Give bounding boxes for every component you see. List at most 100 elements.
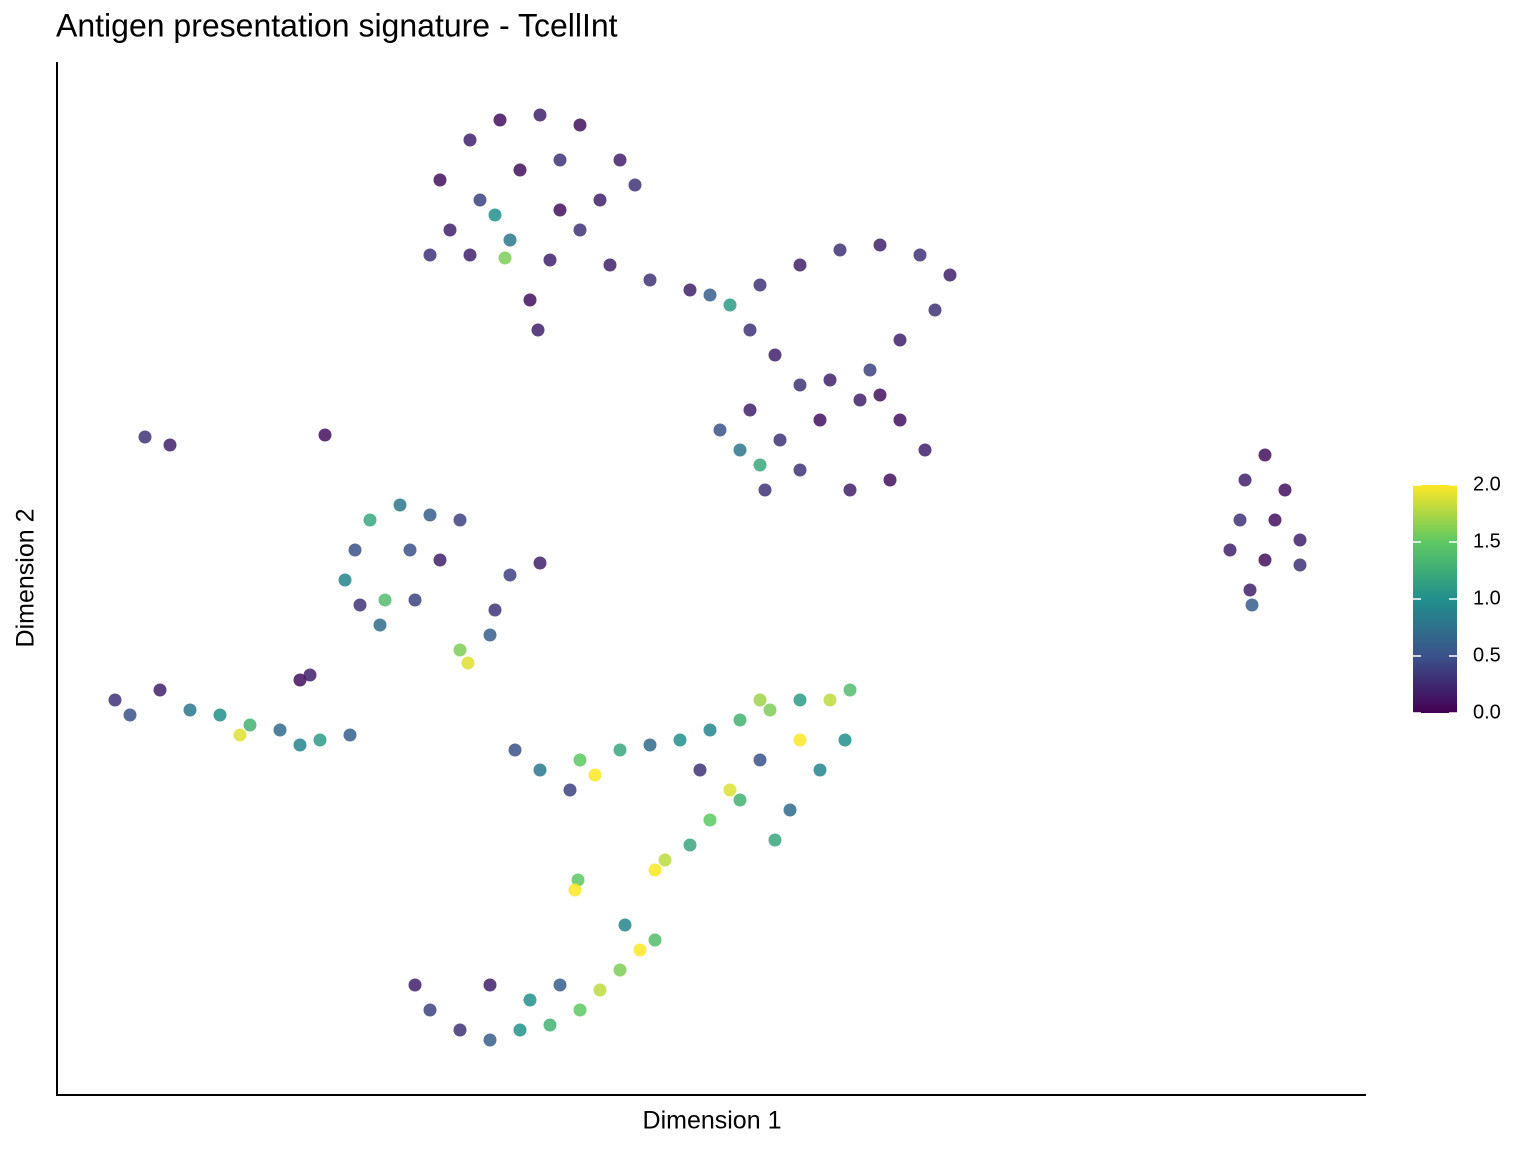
point — [813, 413, 827, 427]
point — [893, 413, 907, 427]
point — [1293, 558, 1307, 572]
point — [153, 683, 167, 697]
point — [498, 251, 512, 265]
point — [723, 783, 737, 797]
point — [593, 983, 607, 997]
point — [643, 738, 657, 752]
point — [768, 833, 782, 847]
point — [763, 703, 777, 717]
point — [433, 553, 447, 567]
point — [273, 723, 287, 737]
point — [793, 463, 807, 477]
point — [673, 733, 687, 747]
point — [863, 363, 877, 377]
point — [843, 483, 857, 497]
point — [703, 813, 717, 827]
point — [461, 656, 475, 670]
point — [293, 738, 307, 752]
point — [543, 1018, 557, 1032]
point — [343, 728, 357, 742]
point — [363, 513, 377, 527]
point — [733, 793, 747, 807]
point — [503, 233, 517, 247]
colorbar-label: 0.5 — [1473, 644, 1501, 666]
point — [503, 568, 517, 582]
point — [928, 303, 942, 317]
point — [453, 513, 467, 527]
point — [643, 273, 657, 287]
point — [1268, 513, 1282, 527]
point — [423, 248, 437, 262]
point — [523, 993, 537, 1007]
point — [893, 333, 907, 347]
point — [883, 473, 897, 487]
point — [753, 753, 767, 767]
point — [313, 733, 327, 747]
point — [318, 428, 332, 442]
point — [783, 803, 797, 817]
point — [338, 573, 352, 587]
point — [683, 283, 697, 297]
point — [443, 223, 457, 237]
point — [793, 378, 807, 392]
point — [823, 373, 837, 387]
point — [613, 963, 627, 977]
point — [613, 153, 627, 167]
point — [683, 838, 697, 852]
point — [408, 593, 422, 607]
point — [533, 556, 547, 570]
point — [303, 668, 317, 682]
point — [658, 853, 672, 867]
point — [453, 643, 467, 657]
point — [108, 693, 122, 707]
point — [703, 288, 717, 302]
point — [553, 203, 567, 217]
points — [108, 108, 1307, 1047]
point — [843, 683, 857, 697]
point — [408, 978, 422, 992]
point — [628, 178, 642, 192]
point — [483, 1033, 497, 1047]
point — [483, 628, 497, 642]
point — [573, 223, 587, 237]
point — [463, 133, 477, 147]
point — [123, 708, 137, 722]
point — [533, 108, 547, 122]
point — [553, 153, 567, 167]
point — [793, 258, 807, 272]
point — [543, 253, 557, 267]
point — [513, 1023, 527, 1037]
point — [571, 873, 585, 887]
colorbar-label: 0.0 — [1473, 701, 1501, 723]
point — [293, 673, 307, 687]
point — [838, 733, 852, 747]
point — [703, 723, 717, 737]
point — [593, 193, 607, 207]
point — [453, 1023, 467, 1037]
point — [768, 348, 782, 362]
point — [531, 323, 545, 337]
point — [713, 423, 727, 437]
point — [378, 593, 392, 607]
point — [533, 763, 547, 777]
point — [393, 498, 407, 512]
point — [233, 728, 247, 742]
point — [913, 248, 927, 262]
point — [943, 268, 957, 282]
point — [753, 278, 767, 292]
point — [873, 388, 887, 402]
point — [723, 298, 737, 312]
point — [243, 718, 257, 732]
point — [183, 703, 197, 717]
point — [573, 118, 587, 132]
point — [613, 743, 627, 757]
point — [138, 430, 152, 444]
point — [213, 708, 227, 722]
point — [463, 248, 477, 262]
point — [693, 763, 707, 777]
point — [823, 693, 837, 707]
x-axis-title: Dimension 1 — [643, 1107, 782, 1135]
point — [813, 763, 827, 777]
point — [568, 883, 582, 897]
